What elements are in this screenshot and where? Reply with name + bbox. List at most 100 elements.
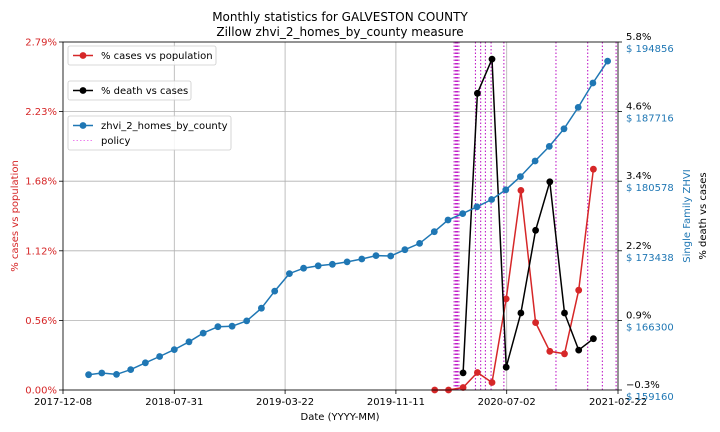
data-point [416, 240, 423, 247]
data-point [589, 79, 597, 87]
right-outer-tick-label: 4.6% [626, 102, 651, 113]
data-point [459, 384, 467, 391]
data-point [561, 309, 568, 317]
data-point [575, 346, 583, 354]
data-point [271, 287, 279, 295]
data-point [286, 270, 293, 277]
data-point [156, 353, 164, 360]
left-axis-label: % cases vs population [10, 160, 21, 272]
data-point [574, 104, 582, 111]
data-point [546, 347, 554, 355]
right-inner-tick-label: $ 159160 [626, 392, 674, 403]
data-point [517, 173, 524, 181]
data-point [532, 226, 539, 234]
data-point [300, 264, 307, 272]
data-point [170, 346, 178, 353]
data-point [98, 369, 106, 377]
data-point [531, 157, 539, 165]
data-point [517, 309, 525, 317]
right-inner-tick-label: $ 166300 [626, 322, 674, 333]
data-point [85, 371, 92, 379]
data-point [604, 57, 611, 65]
series-line [462, 58, 594, 373]
data-point [401, 246, 409, 254]
legend-marker [79, 52, 87, 59]
left-tick-label: 1.12% [25, 246, 57, 257]
data-point [546, 178, 554, 186]
data-point [127, 366, 135, 373]
right-inner-axis-label: Single Family ZHVI [682, 169, 693, 262]
right-outer-tick-label: −0.3% [626, 380, 660, 391]
data-series [85, 55, 611, 394]
data-point [243, 317, 251, 325]
data-point [502, 295, 510, 303]
right-outer-tick-label: 3.4% [626, 171, 651, 182]
data-point [590, 335, 597, 343]
right-outer-axis-label: % death vs cases [698, 172, 709, 259]
data-point [142, 359, 149, 367]
data-point [545, 143, 553, 150]
data-point [314, 262, 322, 270]
axes: 2017-12-08 2018-07-31 2019-03-22 2019-11-11… [25, 32, 674, 408]
data-point [185, 338, 193, 346]
x-tick-label: 2021-02-22 [589, 397, 647, 408]
legend-label: policy [101, 136, 131, 147]
data-point [214, 323, 222, 331]
x-tick-label: 2017-12-08 [34, 397, 92, 408]
data-point [488, 379, 496, 386]
legend-label: zhvi_2_homes_by_county [101, 121, 228, 132]
data-point [444, 216, 452, 224]
x-tick-label: 2018-07-31 [145, 397, 203, 408]
data-point [488, 196, 495, 203]
data-point [199, 329, 207, 337]
data-point [459, 210, 467, 218]
x-tick-label: 2020-07-02 [478, 397, 536, 408]
data-point [517, 187, 525, 194]
right-inner-tick-label: $ 194856 [626, 44, 674, 55]
left-tick-label: 2.79% [25, 38, 57, 49]
right-inner-tick-label: $ 187716 [626, 114, 674, 125]
x-axis-label: Date (YYYY-MM) [301, 412, 380, 423]
data-point [228, 322, 236, 330]
data-point [590, 165, 597, 173]
data-point [474, 369, 481, 376]
left-tick-label: 0.00% [25, 386, 57, 397]
legend-label: % cases vs population [101, 51, 213, 62]
left-tick-label: 0.56% [25, 316, 57, 327]
right-outer-tick-label: 5.8% [626, 32, 651, 43]
data-point [575, 286, 583, 294]
data-point [561, 350, 568, 358]
plot-frame [62, 41, 619, 391]
data-point [113, 371, 120, 378]
right-inner-tick-label: $ 173438 [626, 253, 674, 264]
legend: % cases vs population % death vs cases zhv… [67, 45, 232, 151]
data-point [473, 203, 481, 211]
data-point [358, 255, 366, 263]
data-point [488, 55, 496, 63]
legend-label: % death vs cases [101, 86, 188, 97]
legend-marker [79, 122, 87, 129]
data-point [560, 125, 568, 133]
data-point [343, 258, 351, 266]
data-point [459, 369, 467, 377]
data-point [502, 363, 510, 371]
right-inner-tick-label: $ 180578 [626, 183, 674, 194]
data-point [258, 304, 265, 312]
data-point [329, 260, 336, 268]
x-tick-label: 2019-03-22 [256, 397, 314, 408]
legend-box [67, 45, 217, 66]
right-outer-tick-label: 2.2% [626, 241, 651, 252]
data-point [532, 319, 539, 326]
data-point [502, 186, 510, 194]
x-tick-label: 2019-11-11 [367, 397, 425, 408]
legend-box [67, 80, 192, 101]
left-tick-label: 1.68% [25, 177, 57, 188]
legend-marker [79, 87, 87, 94]
left-tick-label: 2.23% [25, 107, 57, 118]
data-point [430, 228, 438, 236]
chart-title: Monthly statistics for GALVESTON COUNTY [212, 10, 468, 24]
data-point [387, 252, 395, 260]
data-point [474, 89, 481, 97]
legend-box [67, 115, 232, 151]
